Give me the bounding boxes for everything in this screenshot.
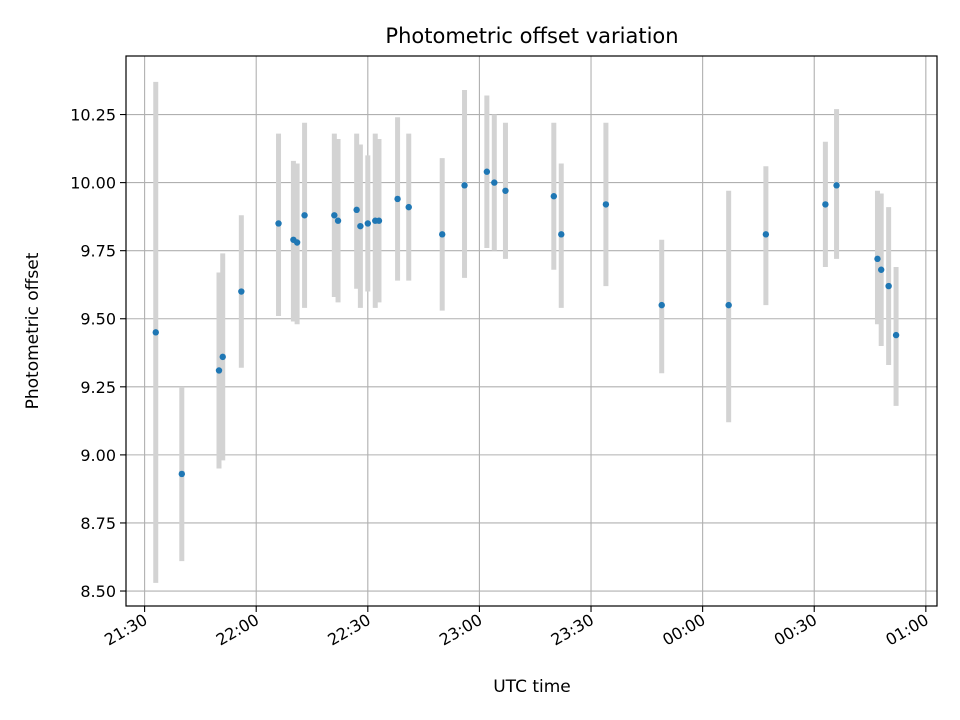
data-point bbox=[215, 367, 223, 374]
y-axis-label: Photometric offset bbox=[23, 252, 43, 409]
data-point bbox=[874, 255, 881, 263]
data-point bbox=[275, 220, 282, 227]
y-axis-ticks: 8.50 8.75 9.00 9.25 9.50 9.75 10.00 10.25 bbox=[70, 106, 126, 601]
data-point bbox=[833, 182, 840, 189]
data-point bbox=[394, 195, 401, 203]
data-point bbox=[357, 222, 364, 230]
plot-area-frame bbox=[125, 55, 938, 607]
data-point bbox=[550, 193, 558, 200]
data-point bbox=[602, 201, 610, 208]
data-point bbox=[334, 217, 342, 224]
y-tick-label: 9.75 bbox=[80, 242, 116, 261]
data-point bbox=[762, 231, 770, 238]
y-tick-label: 9.25 bbox=[80, 378, 116, 397]
y-tick-label: 8.75 bbox=[80, 514, 116, 533]
data-point bbox=[892, 331, 900, 339]
data-point bbox=[405, 203, 412, 211]
data-point bbox=[877, 266, 885, 273]
data-point bbox=[293, 239, 301, 246]
y-tick-label: 9.00 bbox=[80, 446, 116, 465]
data-point bbox=[178, 470, 186, 478]
chart-title: Photometric offset variation bbox=[385, 24, 678, 48]
data-point bbox=[483, 168, 491, 175]
x-axis-label: UTC time bbox=[493, 677, 571, 697]
data-point bbox=[491, 179, 498, 186]
data-point bbox=[331, 212, 338, 219]
y-tick-label: 8.50 bbox=[80, 582, 116, 601]
data-point bbox=[364, 220, 372, 227]
data-point bbox=[822, 201, 829, 208]
data-point bbox=[375, 217, 383, 224]
y-tick-label: 10.25 bbox=[70, 106, 116, 125]
data-point bbox=[502, 187, 509, 194]
data-point bbox=[238, 288, 245, 295]
data-point bbox=[152, 329, 159, 336]
data-point bbox=[658, 301, 665, 309]
data-points bbox=[152, 168, 900, 478]
data-point bbox=[885, 282, 892, 290]
data-point bbox=[353, 206, 360, 214]
data-point bbox=[219, 353, 226, 361]
data-point bbox=[558, 231, 565, 238]
grid-lines bbox=[126, 56, 937, 606]
y-tick-label: 10.00 bbox=[70, 174, 116, 193]
data-point bbox=[461, 182, 468, 189]
data-point bbox=[301, 212, 308, 219]
y-tick-label: 9.50 bbox=[80, 310, 116, 329]
data-point bbox=[439, 231, 446, 238]
data-point bbox=[725, 301, 732, 309]
